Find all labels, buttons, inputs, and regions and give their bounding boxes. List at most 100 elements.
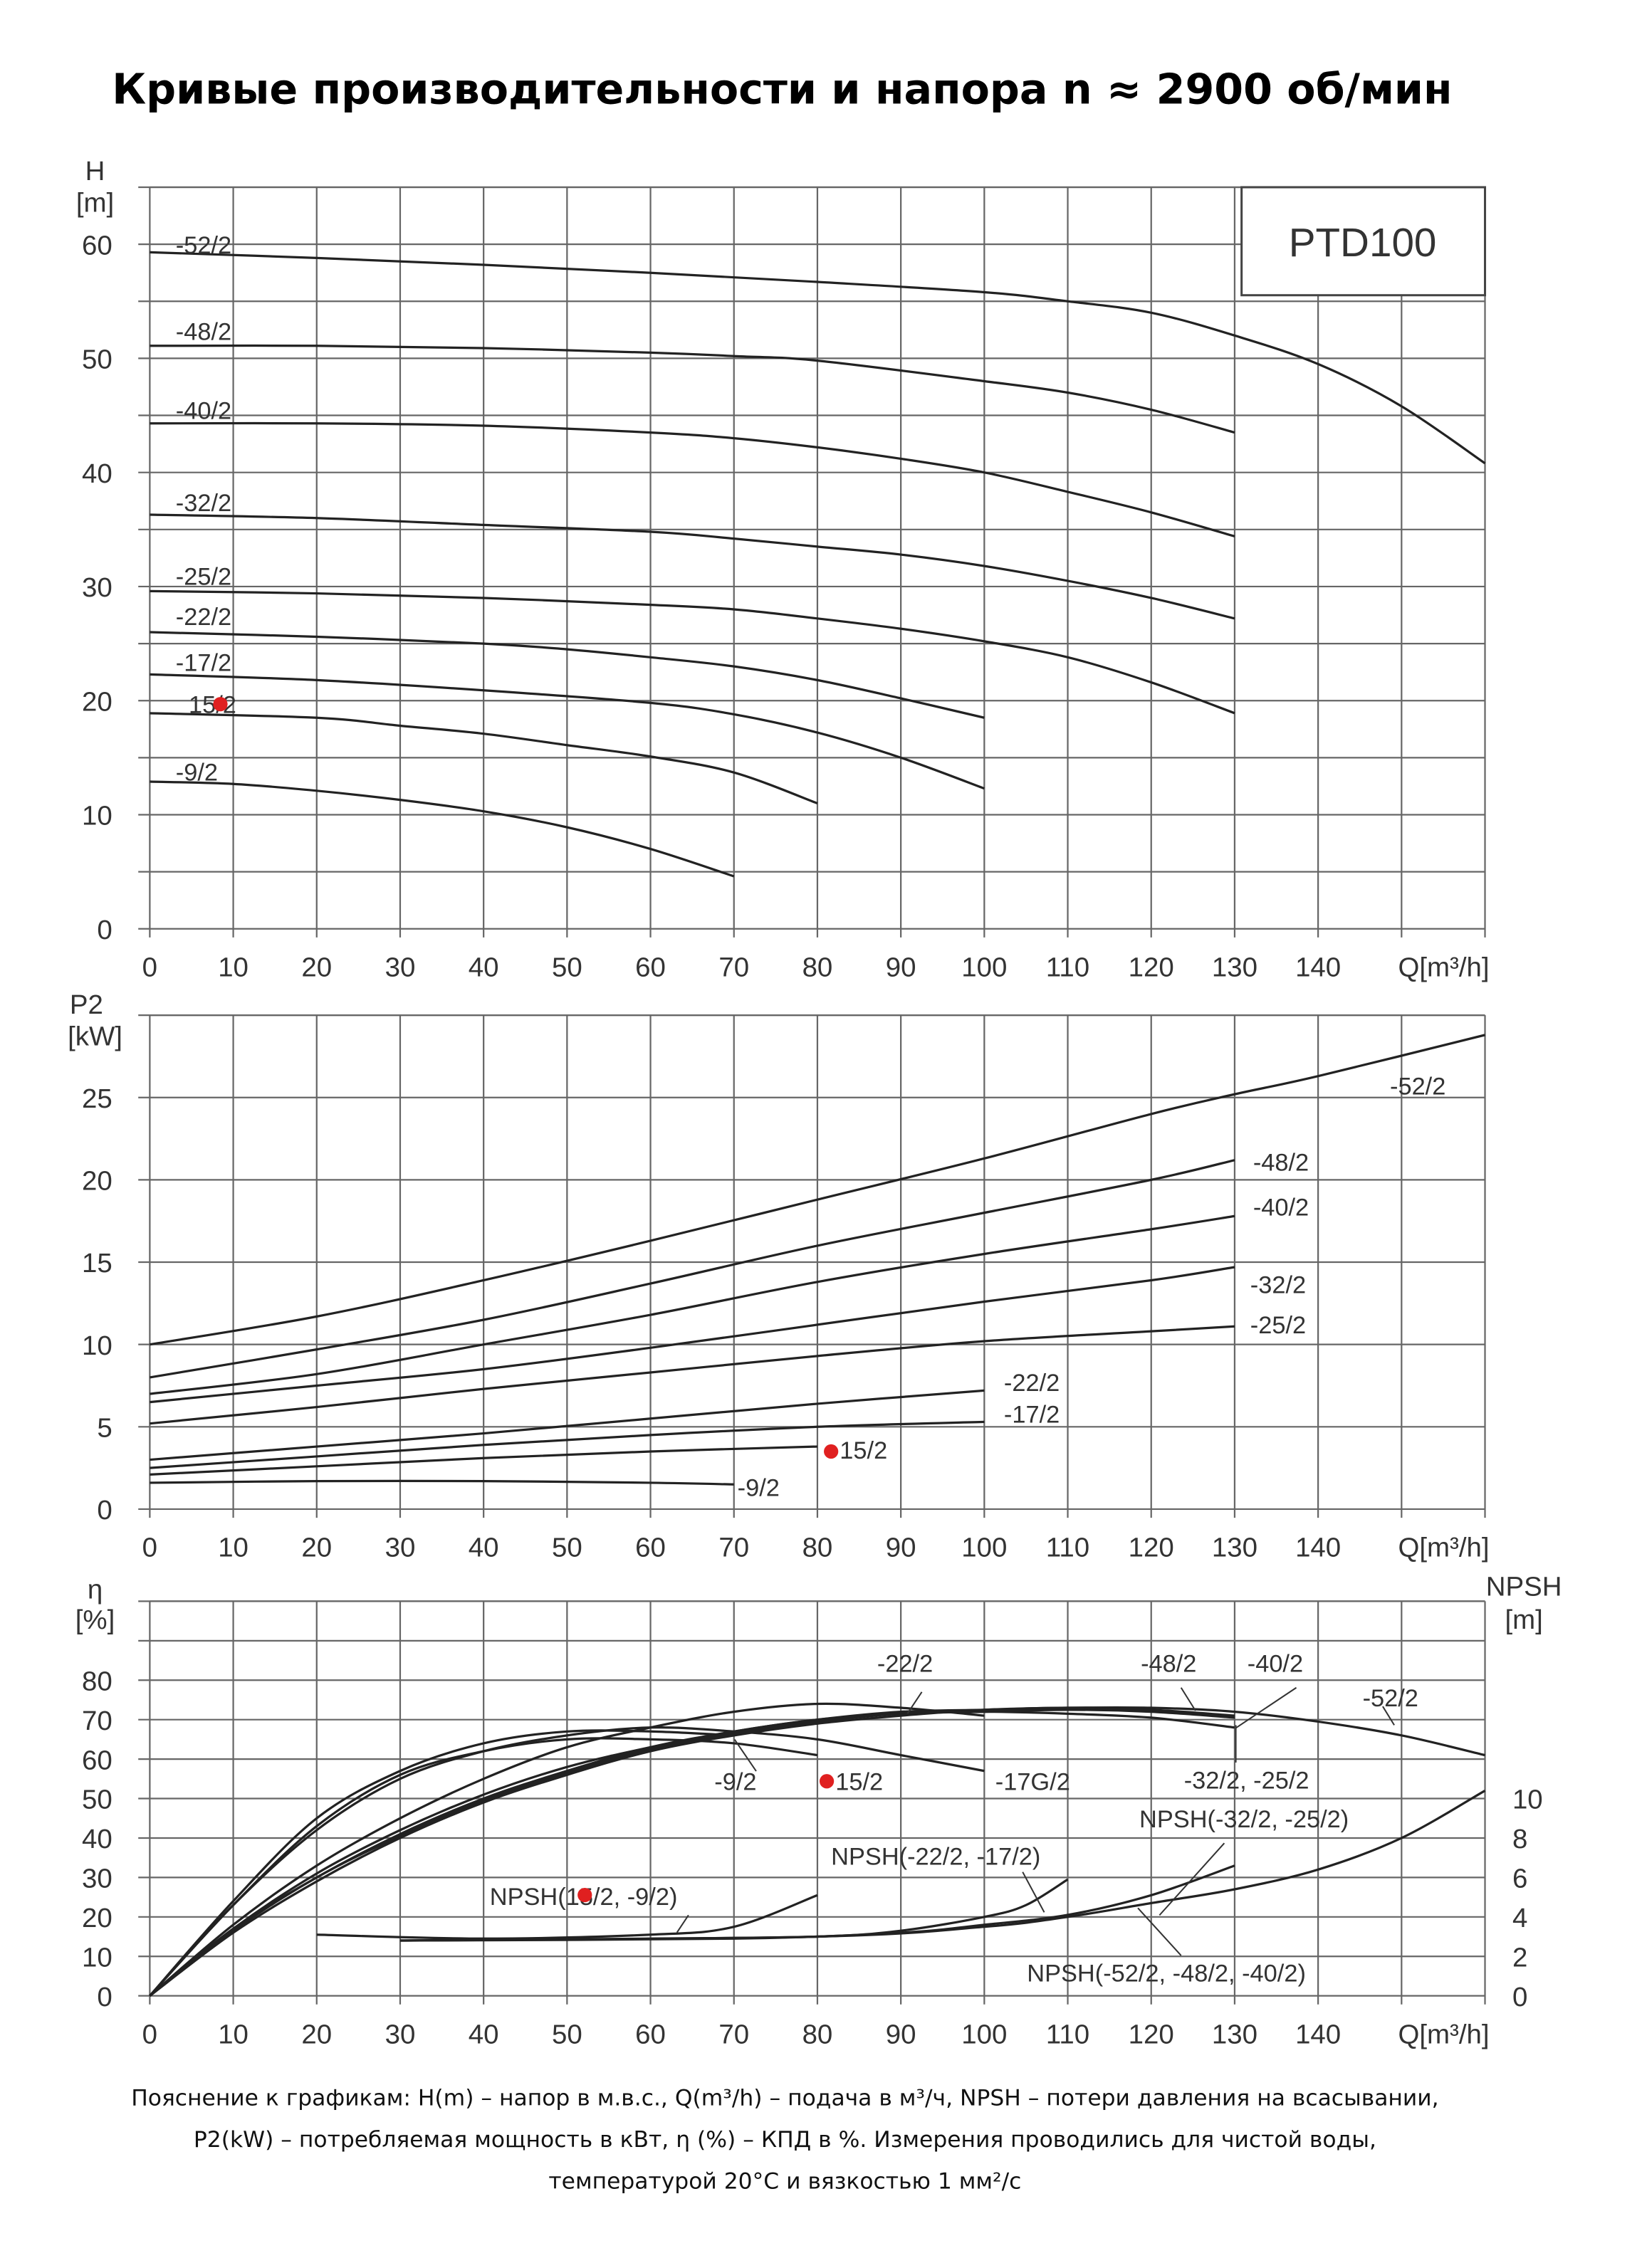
chart-3: 0 10 20 30 40 50 60 70 80 90 100 110 120 130 140 Q[m³/h… [75,1571,1562,2049]
curve-npsh-15-2-9-2 [316,1894,818,1940]
x-tick-label: 120 [1129,952,1174,983]
chart-1: 0 10 20 30 40 50 60 70 80 90 100 110 120 130 140 Q[m³/h… [76,156,1490,983]
curve-15-2 [150,1445,817,1476]
series-label: -48/2 [1141,1651,1196,1678]
x-tick-label: 10 [218,952,249,983]
x-tick-label: 40 [469,2019,499,2049]
x-tick-label: 140 [1295,2019,1341,2049]
leader-line [1382,1706,1395,1726]
footer-line-3: температурой 20°C и вязкостью 1 мм²/с [548,2169,1021,2195]
x-tick-label: 70 [718,2019,749,2049]
y-tick-label: 50 [82,1785,113,1815]
y-tick-label: 25 [82,1083,113,1114]
x-tick-label: 50 [552,2019,582,2049]
x-tick-label: 0 [142,952,157,983]
x-tick-label: 110 [1046,2019,1089,2049]
x-tick-label: 60 [635,2019,666,2049]
x-axis-label: Q[m³/h] [1398,952,1489,983]
curve-52-2 [150,1034,1485,1346]
y-tick-label: 50 [82,345,113,375]
series-label: -25/2 [176,563,231,590]
x-tick-label: 130 [1212,952,1257,983]
curve-25-2 [150,1325,1235,1425]
curve-22-2 [149,1702,985,1997]
model-label: PTD100 [1289,221,1437,266]
leader-line [733,1739,757,1772]
x-tick-label: 50 [552,1533,582,1563]
series-label: -32/2 [1250,1272,1306,1299]
x-tick-label: 60 [635,952,666,983]
series-label: -52/2 [1390,1073,1445,1100]
x-tick-label: 70 [718,952,749,983]
y-tick-label: 20 [82,1166,113,1197]
x-tick-label: 110 [1046,1533,1089,1563]
x-tick-label: 120 [1129,1533,1174,1563]
series-label: -52/2 [1363,1685,1418,1712]
y-axis-symbol: η [88,1574,103,1605]
x-tick-label: 10 [218,1533,249,1563]
curve-17g-2 [149,1726,985,1997]
red-marker-dot [819,1774,835,1789]
x-tick-label: 110 [1046,952,1089,983]
curve-40-2 [149,1708,1235,1997]
x-tick-label: 120 [1129,2019,1174,2049]
curve-48-2 [150,1159,1235,1379]
series-label: -22/2 [877,1651,933,1678]
series-label: NPSH(-32/2, -25/2) [1139,1806,1349,1833]
x-tick-label: 40 [469,952,499,983]
x-tick-label: 90 [886,952,916,983]
x-tick-label: 80 [802,1533,833,1563]
series-label: -22/2 [1004,1370,1060,1397]
y-axis-symbol: H [85,156,105,187]
x-tick-label: 10 [218,2019,249,2049]
curve-40-2 [150,421,1235,537]
y-axis-unit: [kW] [68,1022,122,1052]
y2-axis-symbol: NPSH [1486,1571,1562,1602]
x-tick-label: 50 [552,952,582,983]
x-tick-label: 0 [142,1533,157,1563]
series-label: -9/2 [176,759,218,786]
red-marker-dot [577,1887,592,1903]
x-tick-label: 30 [385,952,416,983]
y-tick-label: 10 [82,801,113,831]
curve-17-2 [150,673,985,790]
curve-15-2 [150,712,818,804]
curve-9-2 [150,780,735,878]
curve-22-2 [150,1389,985,1461]
x-axis-label: Q[m³/h] [1398,2019,1489,2049]
x-tick-label: 30 [385,1533,416,1563]
y-axis-unit: [%] [75,1605,115,1635]
y2-tick-label: 4 [1512,1903,1527,1933]
leader-line [1022,1871,1045,1913]
curve-48-2 [150,344,1235,434]
series-label: -17/2 [1004,1402,1060,1429]
chart-2: 0 10 20 30 40 50 60 70 80 90 100 110 120 130 140 Q[m³/h… [68,989,1489,1563]
y2-axis-unit: [m] [1505,1605,1542,1635]
curve-17-2 [150,1420,985,1469]
y-tick-label: 15 [82,1248,113,1279]
y-tick-label: 20 [82,686,113,717]
series-label: -9/2 [738,1475,780,1502]
red-marker-dot [824,1444,839,1459]
series-label: -17/2 [176,650,231,677]
x-tick-label: 100 [961,952,1007,983]
x-tick-label: 60 [635,1533,666,1563]
y-tick-label: 0 [97,915,112,945]
x-tick-label: 140 [1295,952,1341,983]
x-tick-label: 30 [385,2019,416,2049]
series-label: -17G/2 [995,1768,1070,1795]
y-tick-label: 5 [97,1412,112,1443]
y-tick-label: 30 [82,572,113,603]
curve-32-2-25-2 [149,1710,1235,1997]
series-label: -32/2, -25/2 [1184,1767,1309,1794]
series-label: -32/2 [176,490,231,517]
model-box [1240,186,1487,297]
y-tick-label: 40 [82,1824,113,1854]
x-tick-label: 90 [886,1533,916,1563]
curve-npsh-52-2-48-2-40-2 [399,1790,1486,1942]
series-label: -40/2 [176,398,231,425]
y-tick-label: 70 [82,1706,113,1736]
leader-line [1235,1686,1297,1729]
y-tick-label: 0 [97,1495,112,1526]
series-label: -40/2 [1248,1651,1303,1678]
